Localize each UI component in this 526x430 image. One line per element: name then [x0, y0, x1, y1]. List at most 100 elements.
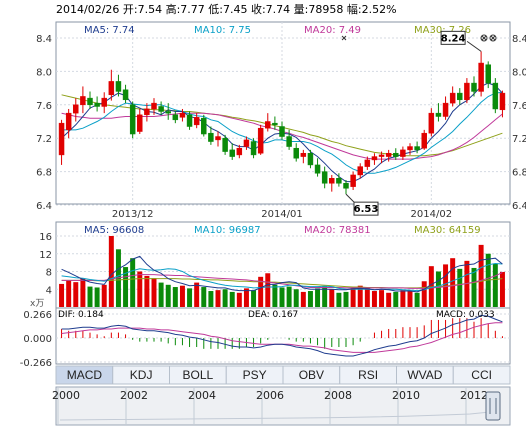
timeline-range-handle[interactable]	[485, 391, 501, 421]
candle-body	[151, 102, 157, 110]
zoom-in-icon	[480, 34, 488, 42]
low-marker-box	[353, 201, 379, 216]
candle-body	[208, 132, 214, 142]
candle-body	[378, 154, 385, 157]
candle-body	[129, 104, 136, 135]
volume-bar	[350, 287, 356, 307]
tab-label: OBV	[299, 368, 324, 382]
candle-body	[385, 152, 392, 157]
candle-body	[414, 146, 420, 151]
volume-bar	[236, 292, 242, 307]
macd-lines	[61, 314, 503, 357]
volume-bar	[94, 287, 100, 307]
candle-body	[80, 96, 86, 106]
price-ma-label: MA30: 7.26	[414, 25, 471, 36]
volume-bar	[471, 267, 477, 307]
volume-bar	[251, 290, 257, 307]
macd-tick-label: 0.000	[23, 334, 52, 345]
candle-body	[172, 114, 179, 121]
volume-bar	[208, 291, 214, 307]
price-axis-left: 8.4 8.0 7.6 7.2 6.8 6.4	[36, 34, 52, 212]
candle-body	[364, 159, 371, 167]
zoom-in-icon-stroke	[481, 35, 487, 41]
candle-body	[229, 149, 235, 157]
volume-bar	[322, 286, 328, 307]
volume-bar	[371, 291, 377, 307]
volume-axis-left: 16 12 8 4	[39, 232, 52, 296]
tab-cci[interactable]	[452, 365, 511, 385]
volume-bar	[179, 285, 185, 307]
price-tick-label: 6.8	[36, 168, 52, 179]
candle-body	[471, 82, 477, 92]
cross-icon-stroke	[341, 35, 347, 41]
candle-body	[357, 166, 363, 176]
candle-body	[371, 156, 378, 161]
candle-body	[307, 152, 314, 166]
candle-body	[336, 178, 342, 184]
time-axis: 2013/12 2014/01 2014/02	[112, 209, 452, 220]
volume-ma-labels: MA5: 96608 MA10: 96987 MA20: 78381 MA30: 64…	[84, 225, 481, 236]
volume-bar	[414, 292, 420, 307]
volume-bar	[158, 282, 164, 307]
volume-bar	[194, 282, 200, 307]
price-tick-label: 7.2	[36, 134, 52, 145]
candle-body	[314, 164, 321, 174]
price-tick-label: 7.6	[36, 101, 52, 112]
zoom-out-icon-stroke	[490, 35, 496, 41]
timeline-slider[interactable]	[55, 386, 511, 426]
candle-body	[186, 114, 193, 127]
volume-tick-label: 4	[46, 285, 52, 296]
timeline-year-label: 2010	[392, 389, 420, 402]
volume-bar	[400, 290, 406, 307]
volume-bar	[343, 291, 349, 307]
candle-body	[222, 137, 228, 152]
volume-bar	[137, 271, 143, 307]
volume-bar	[286, 286, 292, 307]
candle-body	[137, 114, 143, 132]
low-marker-label: 6.53	[354, 204, 379, 215]
price-tick-label: 8.4	[36, 34, 52, 45]
volume-tick-label: 16	[39, 232, 52, 243]
time-tick-label: 2014/01	[261, 209, 303, 220]
candle-body	[65, 112, 72, 131]
price-tick-label-right: 8.4	[512, 34, 526, 45]
volume-bar	[379, 290, 385, 307]
candle-body	[492, 82, 499, 110]
dif-line	[61, 314, 503, 357]
volume-tick-label: 12	[39, 250, 52, 261]
timeline-year-label: 2008	[324, 389, 352, 402]
candle-body	[158, 106, 164, 112]
candle-body	[485, 64, 491, 84]
price-tick-label-right: 6.8	[512, 168, 526, 179]
volume-ma-lines	[61, 255, 503, 293]
volume-bar	[151, 278, 157, 307]
price-tick-label-right: 7.6	[512, 101, 526, 112]
price-ma-label: MA20: 7.49	[304, 25, 361, 36]
tab-label: BOLL	[183, 368, 214, 382]
candle-body	[499, 92, 506, 111]
candle-body	[243, 139, 250, 147]
candle-body	[87, 97, 93, 106]
candle-body	[73, 104, 79, 114]
volume-bar	[407, 291, 413, 307]
volume-bar	[329, 289, 335, 307]
candle-body	[265, 121, 271, 129]
volume-bar	[450, 258, 456, 307]
candle-body	[115, 81, 122, 92]
high-marker-box	[440, 30, 466, 45]
tab-label: MACD	[67, 368, 103, 382]
tab-label: CCI	[471, 368, 492, 382]
candle-body	[407, 146, 413, 151]
candle-body	[449, 92, 456, 104]
volume-ma-label: MA5: 96608	[84, 225, 144, 236]
volume-bar	[499, 271, 505, 307]
high-marker-label: 8.24	[441, 33, 466, 44]
price-tick-label: 6.4	[36, 201, 52, 212]
volume-bar	[336, 292, 342, 307]
volume-bar	[421, 281, 427, 307]
candle-body	[193, 117, 200, 126]
volume-bar	[393, 291, 399, 307]
volume-bar	[307, 291, 313, 307]
timeline-year-label: 2002	[120, 389, 148, 402]
